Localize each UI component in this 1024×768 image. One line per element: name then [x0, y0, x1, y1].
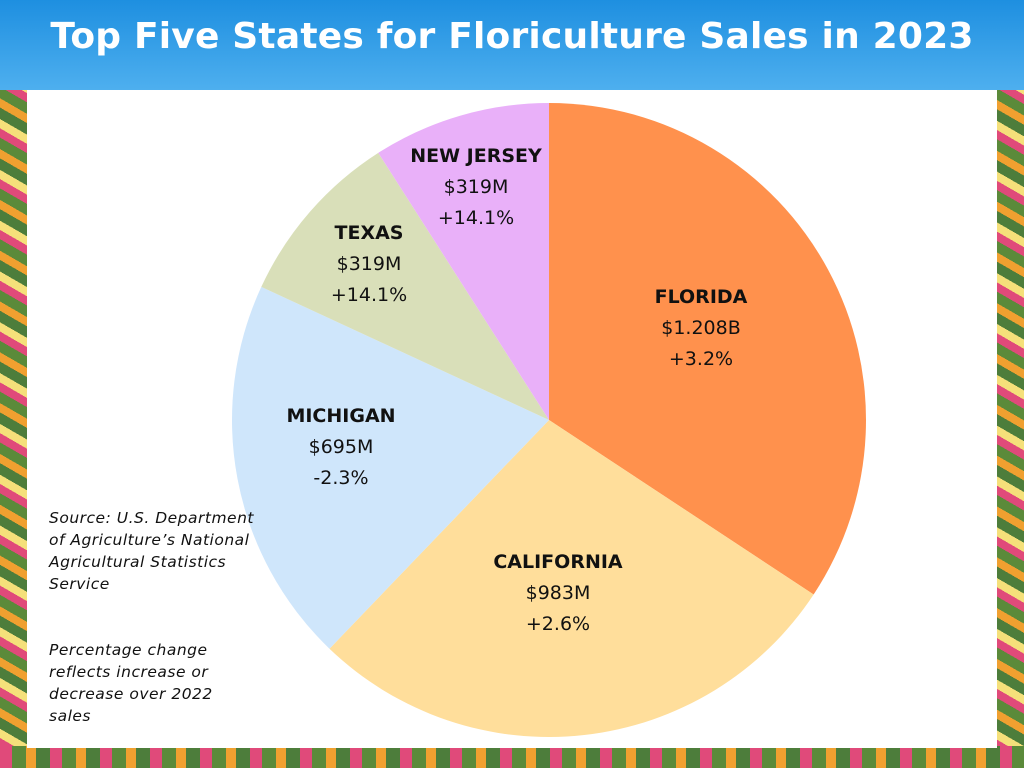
background-flowers-bottom	[0, 746, 1024, 768]
pie-slice-california	[329, 420, 814, 737]
background-flowers-right	[994, 90, 1024, 768]
slice-label-change: -2.3%	[313, 467, 368, 489]
slice-label-change: +3.2%	[669, 348, 733, 370]
slice-label-name: MICHIGAN	[286, 405, 395, 427]
change-note: Percentage change reflects increase or d…	[49, 641, 213, 725]
pie-slice-new-jersey	[378, 103, 549, 420]
slice-label-change: +2.6%	[526, 613, 590, 635]
slice-label-value: $1.208B	[661, 317, 741, 339]
slice-label-value: $983M	[526, 582, 591, 604]
slice-label-change: +14.1%	[438, 207, 514, 229]
pie-slice-michigan	[231, 286, 549, 649]
chart-title: Top Five States for Floriculture Sales i…	[50, 16, 974, 57]
slice-label-value: $319M	[444, 176, 509, 198]
source-note: Source: U.S. Department of Agriculture’s…	[49, 509, 254, 593]
slice-label-change: +14.1%	[331, 284, 407, 306]
slice-label-value: $695M	[309, 436, 374, 458]
slice-label-name: FLORIDA	[655, 286, 748, 308]
slice-label-value: $319M	[337, 253, 402, 275]
slice-label-name: NEW JERSEY	[410, 145, 542, 167]
slice-label-name: CALIFORNIA	[493, 551, 623, 573]
pie-slice-texas	[261, 152, 549, 420]
pie-slice-florida	[549, 103, 866, 595]
slice-label-name: TEXAS	[335, 222, 404, 244]
background-flowers-left	[0, 90, 30, 768]
